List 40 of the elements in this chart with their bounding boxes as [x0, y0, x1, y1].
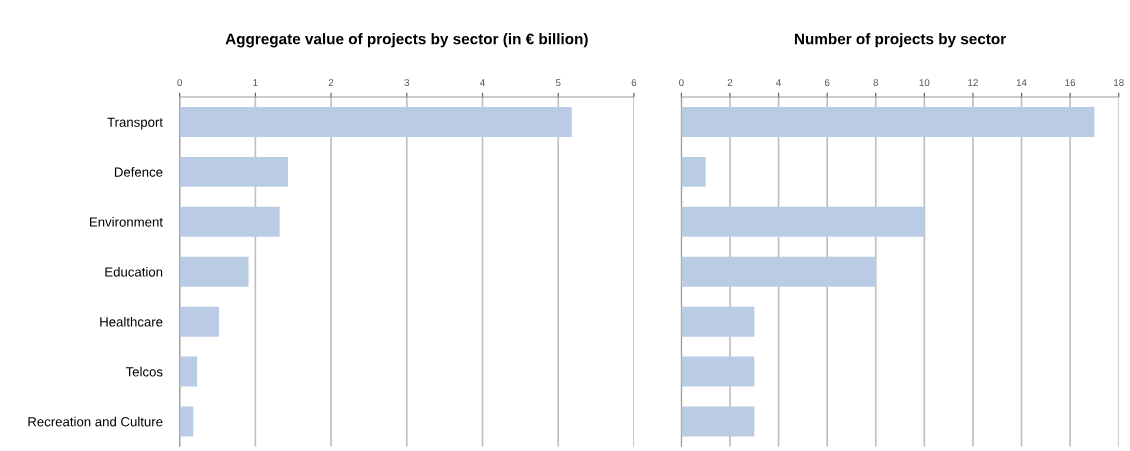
- x-tick-label: 10: [919, 79, 930, 87]
- chart-title: Aggregate value of projects by sector (in € billion): [225, 33, 588, 48]
- y-tick-label: Telcos: [125, 366, 163, 377]
- x-tick-label: 2: [727, 79, 733, 86]
- y-tick-label: Recreation and Culture: [28, 416, 163, 427]
- y-tick-label: Transport: [107, 117, 163, 130]
- bar: [179, 156, 288, 187]
- bar: [681, 306, 755, 337]
- y-tick-label: Environment: [90, 217, 163, 227]
- x-tick-label: 6: [824, 79, 830, 87]
- bar: [681, 406, 755, 437]
- x-tick-label: 6: [631, 79, 637, 87]
- x-tick-label: 2: [328, 79, 334, 86]
- y-tick-label: Education: [105, 266, 163, 277]
- x-tick-label: 4: [776, 79, 781, 86]
- bar: [179, 106, 572, 137]
- bar: [179, 356, 198, 387]
- bar: [681, 156, 706, 187]
- x-tick-label: 0: [679, 79, 684, 87]
- bar: [179, 306, 220, 337]
- x-tick-label: 14: [1016, 79, 1027, 86]
- bar: [681, 206, 925, 237]
- x-tick-label: 5: [555, 79, 561, 87]
- bar: [179, 256, 249, 287]
- bar: [179, 206, 280, 237]
- bar: [179, 406, 194, 437]
- x-tick-label: 3: [404, 79, 410, 87]
- x-tick-label: 16: [1065, 79, 1076, 87]
- x-tick-label: 1: [253, 79, 258, 86]
- x-tick-label: 12: [968, 79, 978, 86]
- x-tick-label: 18: [1114, 79, 1124, 87]
- y-tick-label: Healthcare: [100, 316, 163, 327]
- x-tick-label: 0: [177, 79, 182, 87]
- bar: [681, 106, 1095, 137]
- bar: [681, 356, 755, 387]
- chart-title: Number of projects by sector: [794, 33, 1006, 48]
- x-tick-label: 4: [480, 79, 485, 86]
- bar: [681, 256, 876, 287]
- x-tick-label: 8: [873, 79, 879, 87]
- y-tick-label: Defence: [114, 167, 163, 177]
